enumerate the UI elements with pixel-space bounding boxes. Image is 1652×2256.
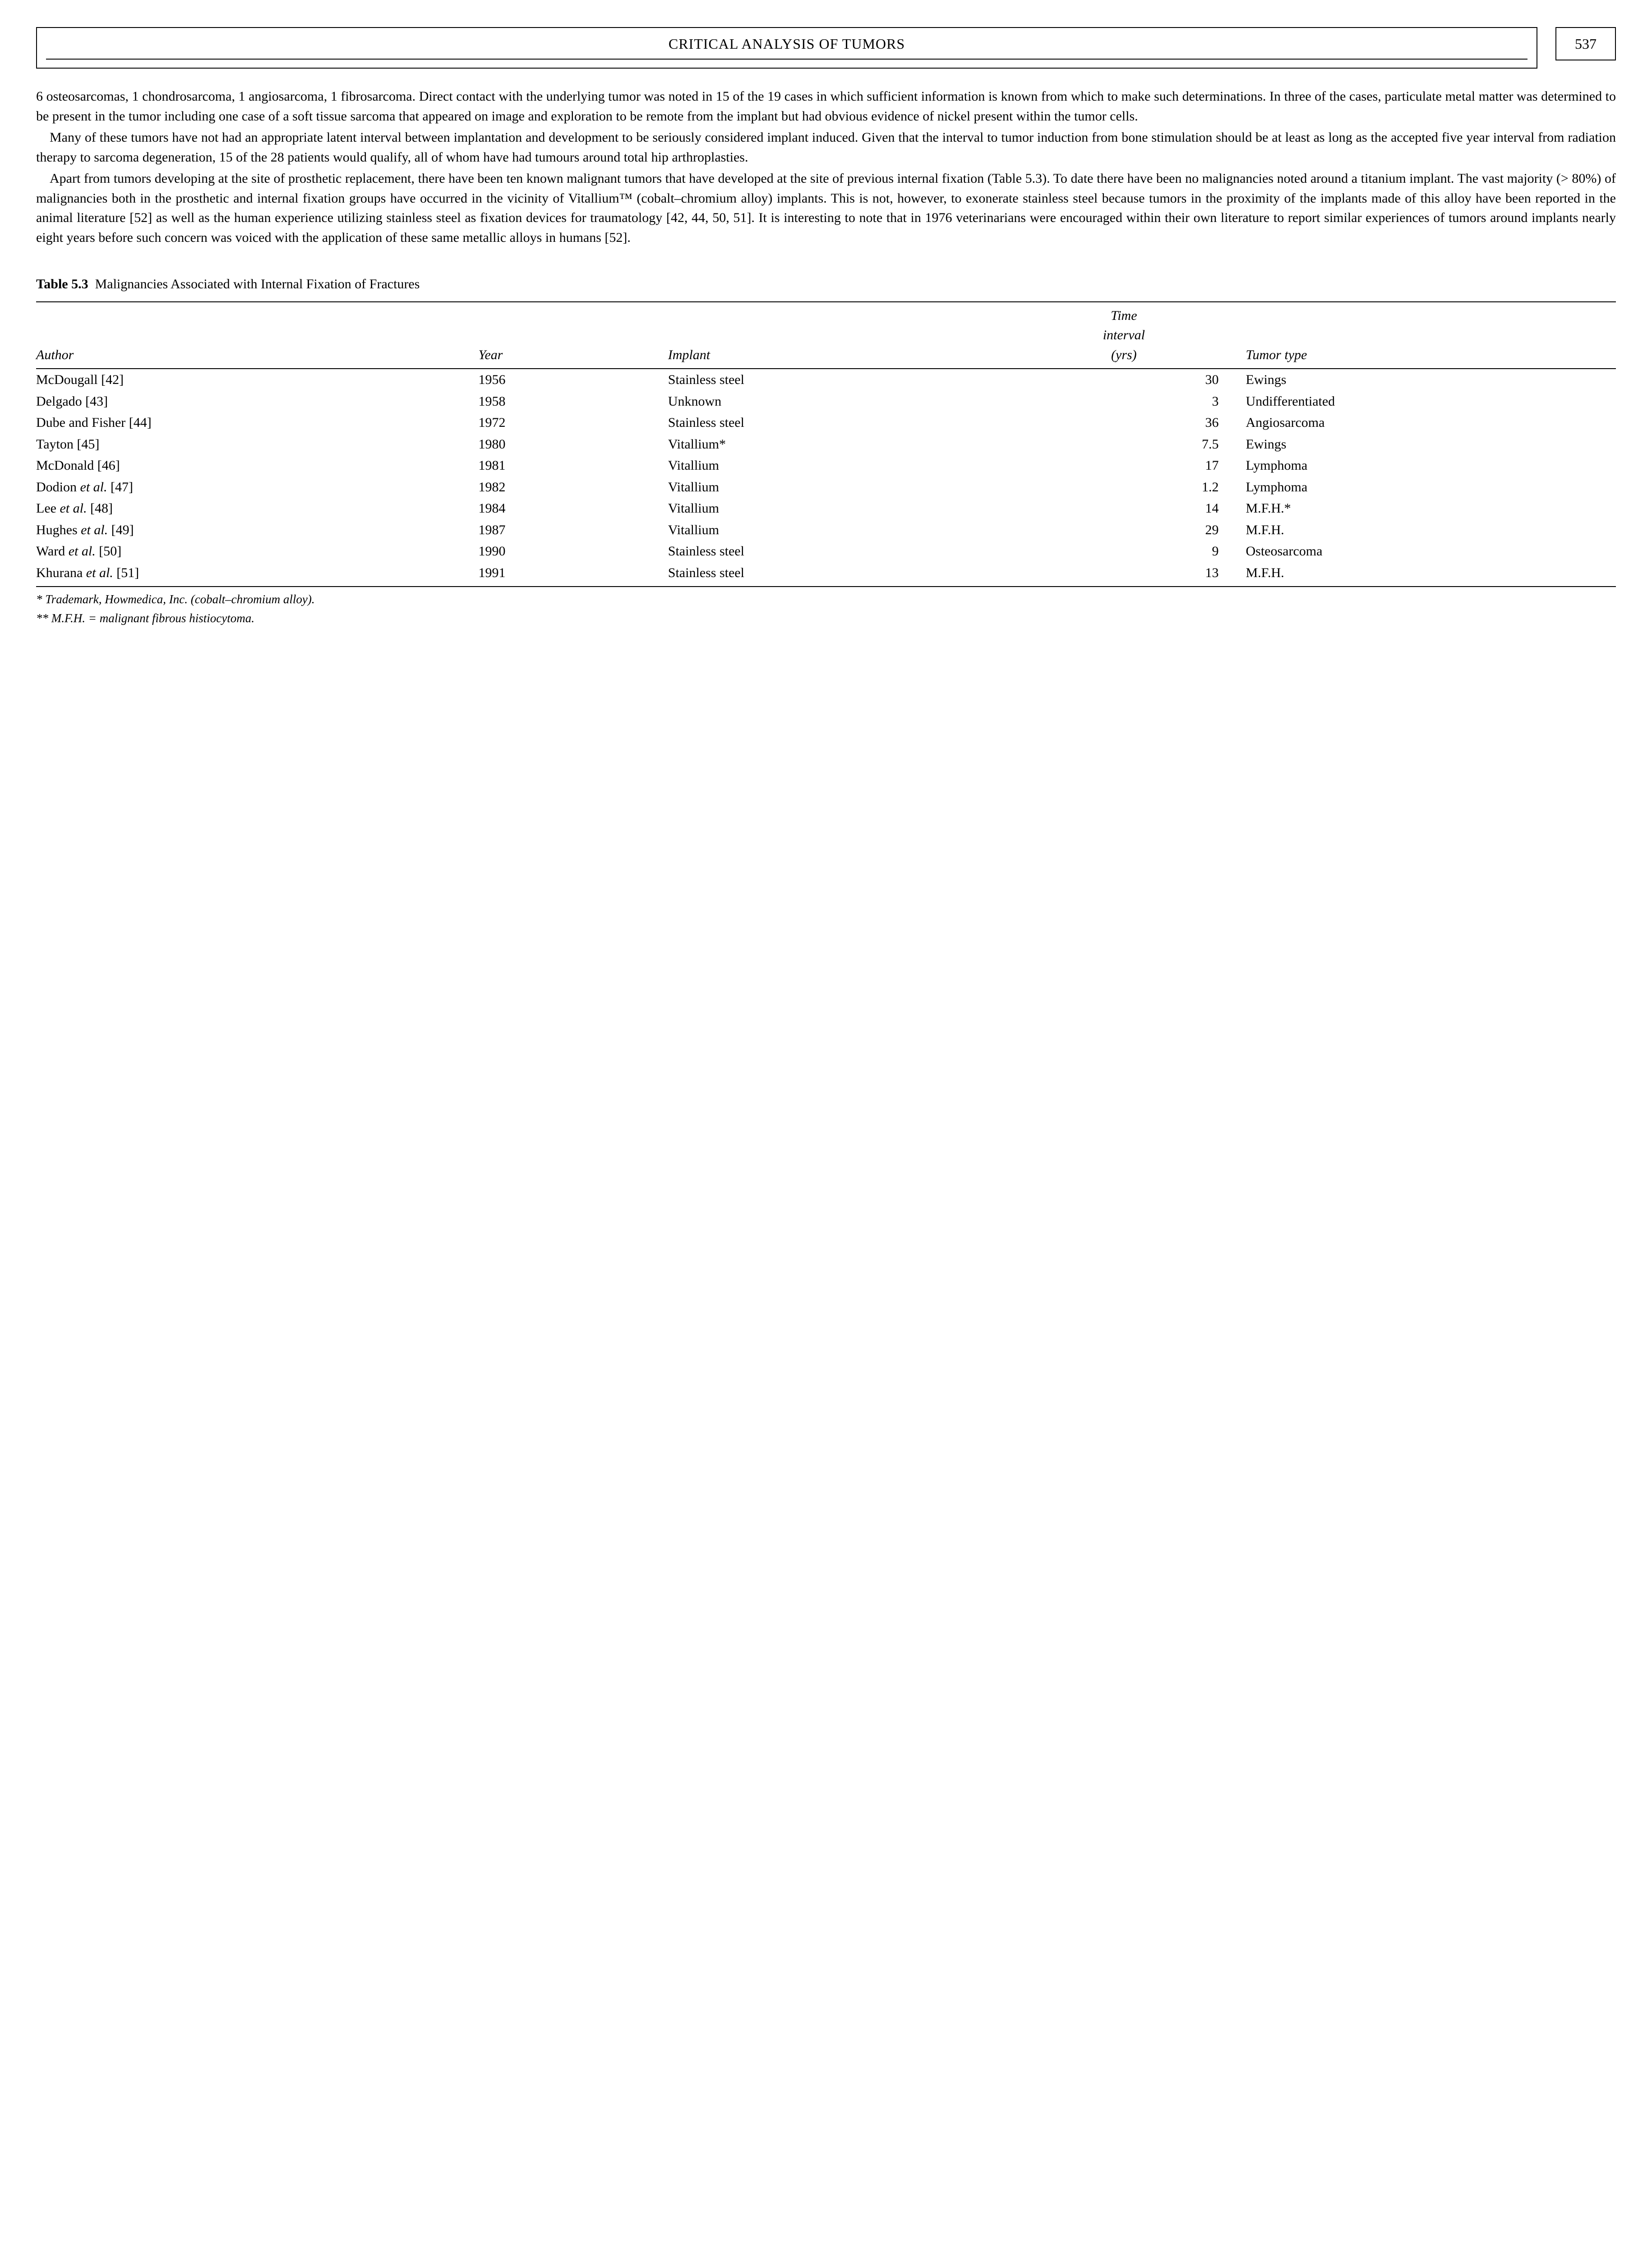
- table-row: Delgado [43]1958Unknown3Undifferentiated: [36, 391, 1616, 412]
- cell-interval: 1.2: [1015, 476, 1237, 498]
- cell-implant: Vitallium: [668, 476, 1015, 498]
- cell-year: 1956: [479, 369, 668, 391]
- cell-implant: Vitallium: [668, 498, 1015, 519]
- footnote-1: * Trademark, Howmedica, Inc. (cobalt–chr…: [36, 591, 1616, 608]
- cell-implant: Stainless steel: [668, 562, 1015, 587]
- cell-interval: 29: [1015, 519, 1237, 541]
- cell-tumor: M.F.H.*: [1237, 498, 1616, 519]
- table-caption-text: Malignancies Associated with Internal Fi…: [95, 277, 420, 291]
- footnote-2: ** M.F.H. = malignant fibrous histiocyto…: [36, 610, 1616, 627]
- table-block: Table 5.3 Malignancies Associated with I…: [36, 274, 1616, 627]
- cell-tumor: Lymphoma: [1237, 476, 1616, 498]
- cell-tumor: Lymphoma: [1237, 455, 1616, 476]
- cell-implant: Stainless steel: [668, 412, 1015, 434]
- table-row: Lee et al. [48]1984Vitallium14M.F.H.*: [36, 498, 1616, 519]
- cell-tumor: Angiosarcoma: [1237, 412, 1616, 434]
- cell-year: 1980: [479, 434, 668, 455]
- col-interval-l1: Time: [1111, 308, 1137, 323]
- table-row: Dube and Fisher [44]1972Stainless steel3…: [36, 412, 1616, 434]
- paragraph-3: Apart from tumors developing at the site…: [36, 169, 1616, 247]
- cell-interval: 3: [1015, 391, 1237, 412]
- paragraph-2: Many of these tumors have not had an app…: [36, 128, 1616, 167]
- cell-year: 1958: [479, 391, 668, 412]
- cell-implant: Unknown: [668, 391, 1015, 412]
- cell-year: 1984: [479, 498, 668, 519]
- page-number: 537: [1555, 27, 1616, 60]
- table-row: Tayton [45]1980Vitallium*7.5Ewings: [36, 434, 1616, 455]
- cell-year: 1982: [479, 476, 668, 498]
- table-row: Ward et al. [50]1990Stainless steel9Oste…: [36, 541, 1616, 562]
- data-table: Author Year Implant Time interval (yrs) …: [36, 301, 1616, 587]
- col-tumor: Tumor type: [1237, 302, 1616, 369]
- cell-year: 1991: [479, 562, 668, 587]
- table-label: Table 5.3: [36, 277, 88, 291]
- cell-interval: 17: [1015, 455, 1237, 476]
- cell-author: Tayton [45]: [36, 434, 479, 455]
- table-footnotes: * Trademark, Howmedica, Inc. (cobalt–chr…: [36, 591, 1616, 627]
- header-title-box: CRITICAL ANALYSIS OF TUMORS: [36, 27, 1537, 69]
- cell-author: Ward et al. [50]: [36, 541, 479, 562]
- cell-interval: 7.5: [1015, 434, 1237, 455]
- cell-implant: Vitallium*: [668, 434, 1015, 455]
- table-caption: Table 5.3 Malignancies Associated with I…: [36, 274, 1616, 294]
- cell-author: McDougall [42]: [36, 369, 479, 391]
- cell-author: Lee et al. [48]: [36, 498, 479, 519]
- cell-tumor: M.F.H.: [1237, 562, 1616, 587]
- col-year: Year: [479, 302, 668, 369]
- cell-author: Hughes et al. [49]: [36, 519, 479, 541]
- cell-interval: 9: [1015, 541, 1237, 562]
- cell-implant: Vitallium: [668, 519, 1015, 541]
- cell-tumor: Osteosarcoma: [1237, 541, 1616, 562]
- cell-year: 1990: [479, 541, 668, 562]
- col-interval: Time interval (yrs): [1015, 302, 1237, 369]
- cell-author: Delgado [43]: [36, 391, 479, 412]
- cell-year: 1981: [479, 455, 668, 476]
- cell-interval: 30: [1015, 369, 1237, 391]
- page-header: CRITICAL ANALYSIS OF TUMORS 537: [36, 27, 1616, 69]
- cell-interval: 36: [1015, 412, 1237, 434]
- cell-tumor: Ewings: [1237, 369, 1616, 391]
- col-interval-l3: (yrs): [1111, 347, 1137, 362]
- cell-author: Dube and Fisher [44]: [36, 412, 479, 434]
- cell-year: 1987: [479, 519, 668, 541]
- table-row: Dodion et al. [47]1982Vitallium1.2Lympho…: [36, 476, 1616, 498]
- cell-tumor: M.F.H.: [1237, 519, 1616, 541]
- col-author: Author: [36, 302, 479, 369]
- cell-tumor: Undifferentiated: [1237, 391, 1616, 412]
- table-row: McDougall [42]1956Stainless steel30Ewing…: [36, 369, 1616, 391]
- cell-author: Khurana et al. [51]: [36, 562, 479, 587]
- table-row: Hughes et al. [49]1987Vitallium29M.F.H.: [36, 519, 1616, 541]
- col-implant: Implant: [668, 302, 1015, 369]
- cell-author: Dodion et al. [47]: [36, 476, 479, 498]
- cell-author: McDonald [46]: [36, 455, 479, 476]
- cell-implant: Stainless steel: [668, 541, 1015, 562]
- cell-implant: Stainless steel: [668, 369, 1015, 391]
- cell-implant: Vitallium: [668, 455, 1015, 476]
- cell-year: 1972: [479, 412, 668, 434]
- cell-interval: 14: [1015, 498, 1237, 519]
- table-row: Khurana et al. [51]1991Stainless steel13…: [36, 562, 1616, 587]
- col-interval-l2: interval: [1103, 328, 1145, 342]
- cell-tumor: Ewings: [1237, 434, 1616, 455]
- cell-interval: 13: [1015, 562, 1237, 587]
- header-title: CRITICAL ANALYSIS OF TUMORS: [46, 33, 1527, 60]
- paragraph-1: 6 osteosarcomas, 1 chondrosarcoma, 1 ang…: [36, 87, 1616, 126]
- table-row: McDonald [46]1981Vitallium17Lymphoma: [36, 455, 1616, 476]
